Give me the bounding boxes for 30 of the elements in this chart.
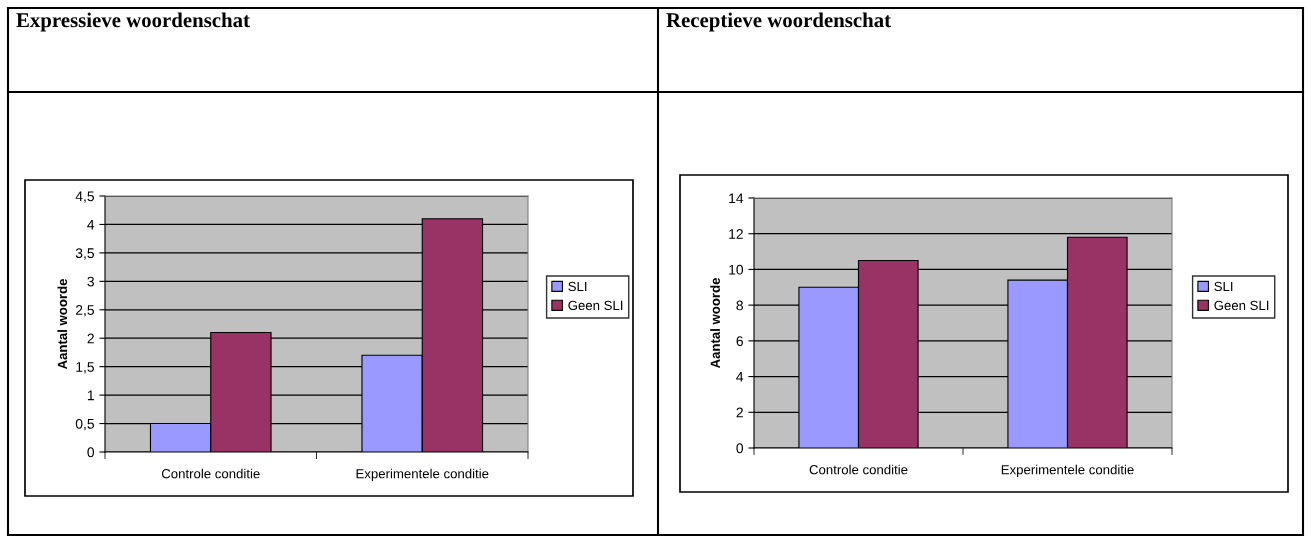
chart-title: Receptieve woordenschat [666, 12, 891, 32]
y-tick-label: 0 [87, 447, 95, 458]
x-tick-label: Experimentele conditie [356, 468, 489, 481]
x-tick-label: Controle conditie [809, 464, 908, 475]
y-tick-label: 3,5 [75, 248, 94, 260]
y-tick-label: 4 [736, 372, 744, 382]
y-tick-label: 2 [87, 333, 94, 344]
y-axis-title: Aantal woorde [710, 277, 720, 369]
x-tick-label: Experimentele conditie [1001, 464, 1134, 477]
y-tick-label: 4,5 [75, 191, 94, 203]
y-axis-title: Aantal woorde [57, 278, 68, 370]
legend-label: Geen SLI [568, 300, 623, 311]
y-tick-label: 3 [87, 276, 94, 287]
legend-label: SLI [1214, 281, 1233, 292]
chart-title: Expressieve woordenschat [16, 12, 250, 32]
y-tick-label: 4 [87, 219, 95, 230]
legend-label: Geen SLI [1214, 300, 1269, 311]
y-tick-label: 1 [87, 390, 94, 401]
y-tick-label: 0,5 [75, 418, 94, 431]
legend-label: SLI [568, 281, 587, 292]
y-tick-label: 0 [736, 443, 744, 454]
y-tick-label: 14 [729, 193, 744, 204]
y-tick-label: 12 [729, 229, 743, 239]
y-tick-label: 2,5 [75, 305, 94, 317]
y-tick-label: 8 [736, 300, 743, 311]
y-tick-label: 2 [736, 407, 743, 418]
x-tick-label: Controle conditie [161, 468, 260, 479]
y-tick-label: 6 [736, 336, 743, 347]
y-tick-label: 1,5 [76, 362, 94, 374]
y-tick-label: 10 [729, 264, 744, 275]
